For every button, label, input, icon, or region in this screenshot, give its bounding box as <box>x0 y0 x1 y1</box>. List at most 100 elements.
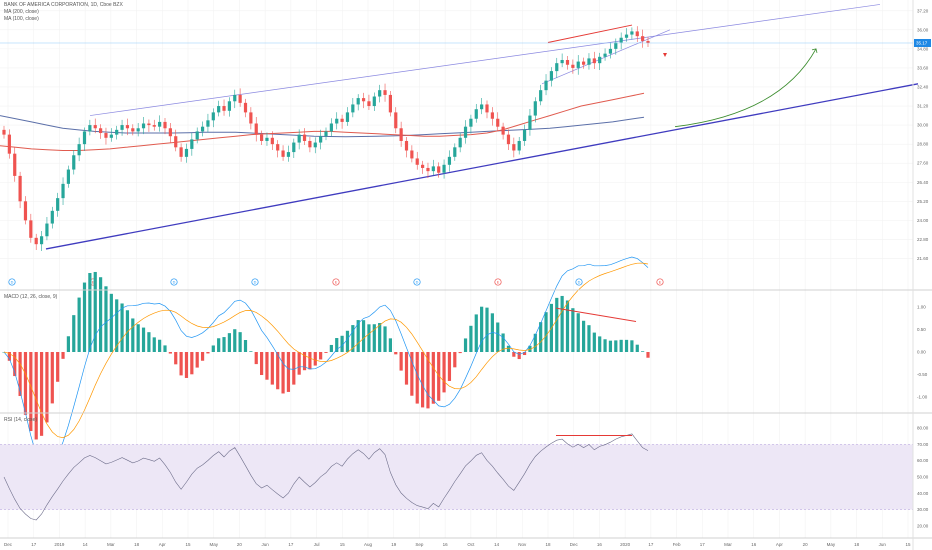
macd-histogram-bar <box>614 340 618 352</box>
candle-body <box>45 223 49 237</box>
macd-histogram-bar <box>18 352 22 397</box>
macd-histogram-bar <box>93 271 97 352</box>
macd-histogram-bar <box>141 327 146 352</box>
candle-body <box>571 64 575 68</box>
macd-axis[interactable]: 1.00 0.50 0.00 -0.50 -1.00 <box>917 305 928 400</box>
candle-body <box>238 94 242 103</box>
macd-histogram-bar <box>319 352 323 360</box>
upper-channel-line <box>89 4 881 116</box>
macd-histogram-bar <box>39 352 44 436</box>
candle-body <box>582 61 586 65</box>
macd-histogram-bar <box>56 352 60 382</box>
candle-body <box>217 106 221 113</box>
candle-body <box>104 133 108 138</box>
macd-histogram-bar <box>238 332 242 352</box>
macd-histogram-bar <box>635 344 639 352</box>
price-tick-label: 21.60 <box>917 256 929 261</box>
candle-body <box>528 115 532 130</box>
support-trendline <box>45 83 919 250</box>
candle-body <box>345 112 350 122</box>
macd-histogram-bar <box>82 282 87 352</box>
rsi-title[interactable]: RSI (14, close) <box>4 417 38 423</box>
price-tick-label: 25.20 <box>917 199 929 204</box>
macd-histogram-bar <box>61 352 65 359</box>
rsi-tick-label: 40.00 <box>917 491 929 496</box>
price-axis[interactable]: 37.20 36.00 34.80 33.60 32.40 31.20 30.00 28.80… <box>0 8 931 261</box>
symbol-title[interactable]: BANK OF AMERICA CORPORATION, 1D, Cboe BZ… <box>4 2 123 8</box>
candle-body <box>276 144 280 151</box>
candle-body <box>29 220 33 238</box>
macd-histogram-bar <box>158 339 162 352</box>
ma100-legend[interactable]: MA (100, close) <box>4 16 39 22</box>
time-tick-label: Jun <box>879 542 887 547</box>
macd-histogram-bar <box>270 352 274 385</box>
macd-tick-label: 1.00 <box>917 305 926 310</box>
time-tick-label: Sep <box>415 542 424 547</box>
event-marker-label: D <box>173 281 176 285</box>
candle-body <box>490 112 494 119</box>
candles <box>2 26 650 252</box>
macd-histogram-bar <box>592 332 596 352</box>
price-tick-label: 31.20 <box>917 104 929 109</box>
macd-histogram-bar <box>399 352 403 371</box>
drawing-lines <box>45 4 919 250</box>
time-tick-label: Mar <box>107 542 115 547</box>
macd-histogram-bar <box>313 352 317 366</box>
candle-body <box>565 59 570 65</box>
price-tick-label: 37.20 <box>917 8 929 13</box>
macd-histogram-bar <box>7 352 11 361</box>
macd-title[interactable]: MACD (12, 26, close, 9) <box>4 294 58 300</box>
candle-body <box>13 153 17 176</box>
macd-histogram-bar <box>469 325 473 352</box>
macd-histogram-bar <box>174 352 178 365</box>
candle-body <box>458 137 462 148</box>
macd-histogram-bar <box>335 338 339 352</box>
macd-histogram-bar <box>619 339 623 352</box>
candle-body <box>560 59 564 64</box>
time-tick-label: 20 <box>237 542 243 547</box>
candle-body <box>174 136 178 148</box>
macd-histogram-bar <box>496 322 500 352</box>
time-tick-label: 18 <box>854 542 860 547</box>
candle-body <box>297 134 301 143</box>
macd-histogram-bar <box>522 352 527 356</box>
candle-body <box>512 144 516 151</box>
macd-histogram-bar <box>329 344 333 352</box>
macd-legend: MACD (12, 26, close, 9) <box>4 294 57 301</box>
candle-body <box>56 198 60 211</box>
candle-body <box>115 129 119 135</box>
time-axis[interactable]: Dec 17 2019 14 Mar 18 Apr 15 May 20 Jun 17 Jul 15 Aug 1… <box>4 542 911 547</box>
time-tick-label: 17 <box>31 542 37 547</box>
candle-body <box>539 90 543 102</box>
time-tick-label: 2019 <box>54 542 65 547</box>
candle-body <box>614 42 618 49</box>
time-tick-label: 17 <box>648 542 654 547</box>
rsi-axis[interactable]: 80.00 70.00 60.00 50.00 40.00 30.00 20.00 <box>917 426 929 529</box>
macd-histogram-bar <box>163 345 167 352</box>
candle-body <box>195 131 199 140</box>
macd-histogram-bar <box>394 352 398 355</box>
candle-body <box>555 63 559 72</box>
macd-histogram-bar <box>437 352 441 401</box>
candle-body <box>442 164 446 173</box>
price-legend: BANK OF AMERICA CORPORATION, 1D, Cboe BZ… <box>4 2 123 23</box>
macd-histogram-bar <box>501 333 505 352</box>
candle-body <box>227 101 231 111</box>
macd-histogram-bar <box>195 352 199 368</box>
candle-body <box>469 118 473 127</box>
candle-body <box>163 121 167 129</box>
candle-body <box>635 31 639 37</box>
macd-histogram-bar <box>555 297 559 352</box>
macd-histogram-bar <box>66 336 70 352</box>
macd-histogram-bar <box>184 352 189 378</box>
macd-histogram-bar <box>13 352 17 377</box>
candle-body <box>88 125 92 132</box>
ma200-legend[interactable]: MA (200, close) <box>4 9 39 15</box>
macd-histogram-bar <box>367 324 371 352</box>
macd-histogram-bar <box>243 339 248 352</box>
macd-histogram-bar <box>480 306 484 352</box>
signal-line <box>3 262 649 439</box>
time-tick-label: Jul <box>314 542 320 547</box>
macd-histogram-bar <box>587 325 591 352</box>
